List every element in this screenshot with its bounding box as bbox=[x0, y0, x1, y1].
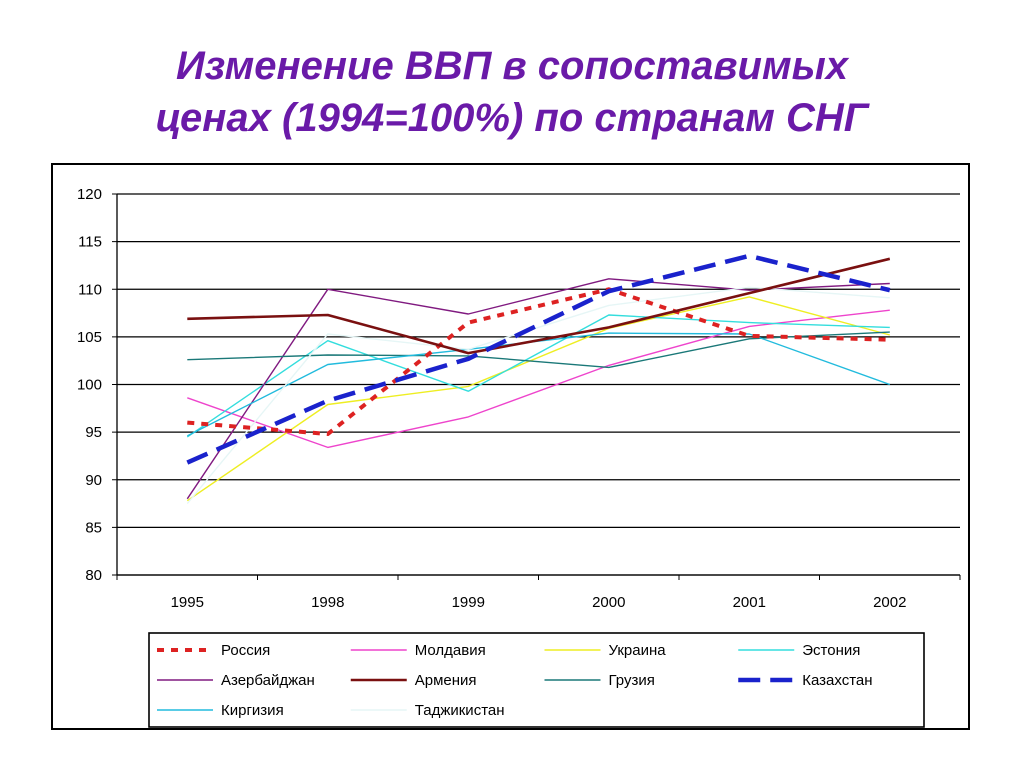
y-tick-label: 95 bbox=[85, 424, 102, 441]
x-tick-label: 2000 bbox=[592, 594, 625, 611]
legend-box bbox=[148, 632, 925, 728]
legend-label: Эстония bbox=[802, 642, 860, 659]
legend-label: Россия bbox=[221, 642, 270, 659]
y-tick-label: 90 bbox=[85, 472, 102, 489]
series-line-4 bbox=[186, 278, 890, 500]
y-tick-label: 105 bbox=[77, 329, 102, 346]
series-line-7 bbox=[186, 253, 891, 465]
legend-label: Украина bbox=[609, 642, 667, 659]
page-title: Изменение ВВП в сопоставимых ценах (1994… bbox=[0, 40, 1024, 144]
legend-label: Казахстан bbox=[802, 672, 872, 689]
y-tick-label: 85 bbox=[85, 519, 102, 536]
series-line-0 bbox=[187, 287, 890, 436]
grid-lines bbox=[117, 193, 960, 576]
series-line-9 bbox=[186, 286, 890, 505]
y-tick-label: 80 bbox=[85, 567, 102, 584]
title-line-2: ценах (1994=100%) по странам СНГ bbox=[155, 96, 869, 140]
legend-label: Грузия bbox=[609, 672, 655, 689]
series-line-3 bbox=[186, 314, 890, 438]
y-tick-label: 110 bbox=[78, 281, 102, 298]
series-line-1 bbox=[187, 309, 890, 449]
x-tick-label: 1999 bbox=[452, 594, 485, 611]
x-tick-label: 2002 bbox=[873, 594, 906, 611]
legend-label: Киргизия bbox=[221, 702, 284, 719]
y-tick-label: 120 bbox=[77, 186, 102, 203]
x-tick-label: 1995 bbox=[171, 594, 204, 611]
series-lines bbox=[186, 253, 891, 505]
series-line-5 bbox=[187, 257, 891, 355]
legend-label: Молдавия bbox=[415, 642, 486, 659]
legend: Россия Молдавия Украина Эстония Азербайджан А… bbox=[148, 632, 925, 728]
axes: 80 85 90 95 100 105 110 115 120 1995 1998 1999 2000 2… bbox=[77, 186, 961, 611]
series-line-2 bbox=[186, 296, 890, 502]
legend-label: Армения bbox=[415, 672, 477, 689]
y-tick-label: 115 bbox=[78, 234, 102, 251]
title-line-1: Изменение ВВП в сопоставимых bbox=[176, 44, 848, 88]
legend-label: Таджикистан bbox=[415, 702, 505, 719]
x-tick-label: 1998 bbox=[311, 594, 344, 611]
legend-label: Азербайджан bbox=[221, 672, 315, 689]
y-tick-label: 100 bbox=[77, 377, 102, 394]
x-tick-label: 2001 bbox=[733, 594, 766, 611]
